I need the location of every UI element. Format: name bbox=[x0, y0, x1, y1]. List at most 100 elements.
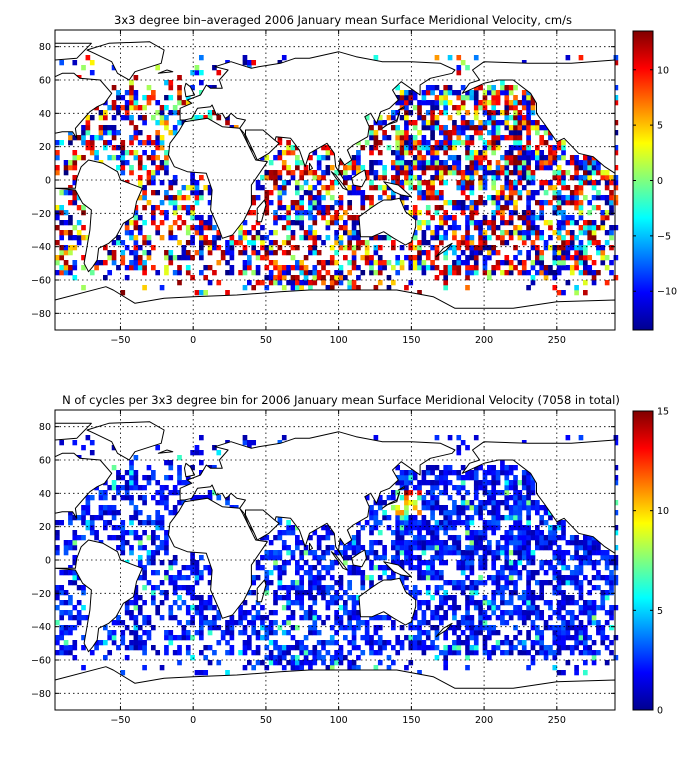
bin-cell bbox=[539, 545, 545, 551]
bin-cell bbox=[495, 135, 501, 141]
bin-cell bbox=[142, 545, 147, 551]
bin-cell bbox=[513, 120, 518, 126]
bin-cell bbox=[190, 180, 195, 186]
bin-cell bbox=[177, 205, 182, 211]
bin-cell bbox=[391, 490, 396, 496]
bin-cell bbox=[251, 665, 257, 671]
bin-cell bbox=[133, 245, 139, 251]
bin-cell bbox=[552, 250, 558, 256]
bin-cell bbox=[443, 105, 449, 111]
bin-cell bbox=[521, 220, 527, 226]
bin-cell bbox=[539, 250, 545, 256]
bin-cell bbox=[356, 140, 361, 146]
bin-cell bbox=[168, 130, 174, 136]
bin-cell bbox=[124, 150, 130, 156]
velocity-bins bbox=[55, 55, 619, 296]
bin-cell bbox=[495, 505, 501, 511]
bin-cell bbox=[521, 590, 527, 596]
bin-cell bbox=[72, 265, 78, 271]
bin-cell bbox=[316, 580, 322, 586]
bin-cell bbox=[578, 230, 584, 236]
bin-cell bbox=[417, 265, 422, 271]
bin-cell bbox=[68, 625, 73, 631]
bin-cell bbox=[373, 185, 379, 191]
bin-cell bbox=[329, 660, 335, 666]
bin-cell bbox=[543, 220, 549, 226]
bin-cell bbox=[443, 590, 449, 596]
bin-cell bbox=[312, 195, 318, 201]
bin-cell bbox=[103, 145, 108, 151]
bin-cell bbox=[347, 245, 353, 251]
bin-cell bbox=[124, 610, 130, 616]
bin-cell bbox=[565, 595, 571, 601]
bin-cell bbox=[417, 570, 422, 576]
bin-cell bbox=[251, 210, 257, 216]
bin-cell bbox=[377, 140, 383, 146]
bin-cell bbox=[404, 95, 409, 101]
bin-cell bbox=[334, 170, 339, 176]
bin-cell bbox=[491, 125, 497, 131]
bin-cell bbox=[251, 580, 257, 586]
bin-cell bbox=[194, 595, 200, 601]
bin-cell bbox=[530, 600, 536, 606]
bin-cell bbox=[565, 55, 571, 61]
bin-cell bbox=[596, 250, 601, 256]
bin-cell bbox=[452, 580, 457, 586]
bin-cell bbox=[526, 615, 531, 621]
bin-cell bbox=[290, 200, 296, 206]
bin-cell bbox=[600, 550, 606, 556]
bin-cell bbox=[517, 115, 523, 121]
bin-cell bbox=[312, 615, 318, 621]
bin-cell bbox=[469, 180, 475, 186]
bin-cell bbox=[539, 205, 545, 211]
bin-cell bbox=[456, 110, 462, 116]
coastline bbox=[157, 69, 174, 74]
bin-cell bbox=[356, 615, 361, 621]
bin-cell bbox=[369, 165, 374, 171]
bin-cell bbox=[513, 560, 518, 566]
bin-cell bbox=[452, 270, 457, 276]
bin-cell bbox=[133, 635, 139, 641]
bin-cell bbox=[81, 140, 86, 146]
bin-cell bbox=[508, 535, 514, 541]
bin-cell bbox=[273, 655, 278, 661]
bin-cell bbox=[338, 625, 344, 631]
bin-cell bbox=[290, 275, 296, 281]
bin-cell bbox=[556, 670, 562, 676]
bin-cell bbox=[491, 100, 497, 106]
bin-cell bbox=[351, 215, 357, 221]
bin-cell bbox=[290, 170, 296, 176]
bin-cell bbox=[517, 135, 523, 141]
bin-cell bbox=[473, 200, 479, 206]
bin-cell bbox=[312, 265, 318, 271]
bin-cell bbox=[290, 255, 296, 261]
bin-cell bbox=[421, 190, 427, 196]
bin-cell bbox=[137, 640, 143, 646]
coastline bbox=[351, 169, 367, 188]
bin-cell bbox=[316, 165, 322, 171]
bin-cell bbox=[334, 640, 339, 646]
bin-cell bbox=[456, 245, 462, 251]
bin-cell bbox=[207, 250, 213, 256]
bin-cell bbox=[513, 585, 518, 591]
bin-cell bbox=[417, 105, 422, 111]
bin-cell bbox=[72, 235, 78, 241]
bin-cell bbox=[500, 195, 505, 201]
bin-cell bbox=[81, 510, 86, 516]
bin-cell bbox=[591, 280, 597, 286]
coastline bbox=[54, 72, 113, 139]
bin-cell bbox=[421, 115, 427, 121]
bin-cell bbox=[142, 120, 147, 126]
bin-cell bbox=[600, 255, 606, 261]
bin-cell bbox=[321, 175, 326, 181]
bin-cell bbox=[434, 655, 440, 661]
bin-cell bbox=[321, 265, 326, 271]
bin-cell bbox=[395, 560, 401, 566]
bin-cell bbox=[212, 270, 217, 276]
bin-cell bbox=[434, 585, 440, 591]
bin-cell bbox=[487, 540, 492, 546]
bin-cell bbox=[373, 540, 379, 546]
bin-cell bbox=[430, 555, 435, 561]
bin-cell bbox=[264, 210, 270, 216]
bin-cell bbox=[591, 660, 597, 666]
